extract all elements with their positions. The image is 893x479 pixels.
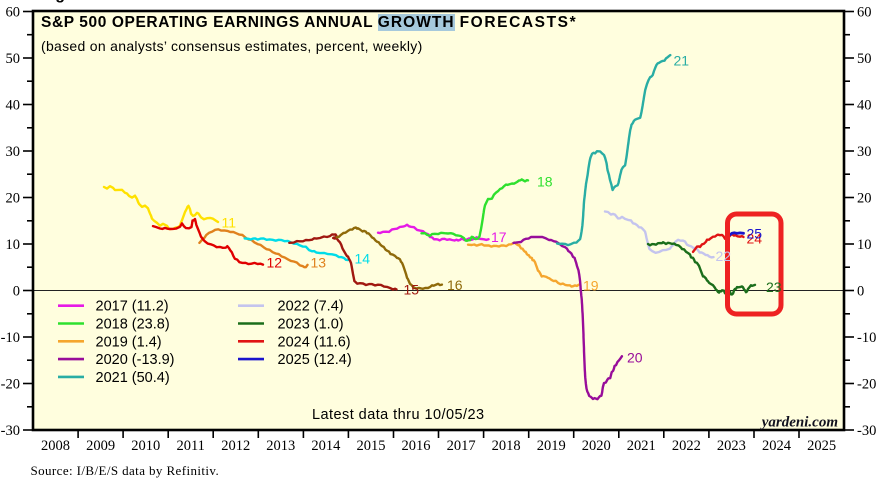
svg-text:2018: 2018 xyxy=(492,438,521,454)
svg-text:2018 (23.8): 2018 (23.8) xyxy=(96,317,170,333)
svg-text:12: 12 xyxy=(267,255,283,271)
svg-text:18: 18 xyxy=(537,174,553,190)
svg-text:2025: 2025 xyxy=(807,438,836,454)
svg-text:10: 10 xyxy=(6,237,21,253)
svg-text:0: 0 xyxy=(13,284,20,300)
svg-text:2023 (1.0): 2023 (1.0) xyxy=(278,317,344,333)
svg-text:2019 (1.4): 2019 (1.4) xyxy=(96,334,162,350)
svg-text:40: 40 xyxy=(6,98,21,114)
svg-text:2010: 2010 xyxy=(131,438,160,454)
svg-text:60: 60 xyxy=(6,5,21,21)
svg-text:20: 20 xyxy=(6,191,21,207)
svg-text:yardeni.com: yardeni.com xyxy=(760,415,838,431)
svg-text:-10: -10 xyxy=(1,330,20,346)
svg-text:Source: I/B/E/S data by Refini: Source: I/B/E/S data by Refinitiv. xyxy=(31,463,220,478)
svg-text:-20: -20 xyxy=(1,377,20,393)
svg-text:Latest data thru 10/05/23: Latest data thru 10/05/23 xyxy=(312,407,485,423)
svg-text:2021: 2021 xyxy=(627,438,656,454)
svg-text:2016: 2016 xyxy=(402,438,431,454)
svg-text:30: 30 xyxy=(6,144,21,160)
svg-text:2017 (11.2): 2017 (11.2) xyxy=(96,299,169,315)
svg-text:20: 20 xyxy=(627,350,643,366)
svg-text:2009: 2009 xyxy=(86,438,115,454)
svg-text:2020 (-13.9): 2020 (-13.9) xyxy=(96,352,175,368)
svg-text:50: 50 xyxy=(6,51,21,67)
svg-text:2011: 2011 xyxy=(176,438,204,454)
svg-text:40: 40 xyxy=(857,98,872,114)
svg-text:-30: -30 xyxy=(1,423,20,439)
svg-text:22: 22 xyxy=(716,248,732,264)
svg-text:11: 11 xyxy=(222,215,237,231)
svg-text:13: 13 xyxy=(311,255,327,271)
svg-text:2014: 2014 xyxy=(311,438,341,454)
svg-text:2013: 2013 xyxy=(266,438,295,454)
svg-text:2008: 2008 xyxy=(41,438,70,454)
svg-text:20: 20 xyxy=(857,191,872,207)
svg-text:0: 0 xyxy=(857,284,864,300)
svg-text:2024: 2024 xyxy=(762,438,792,454)
svg-text:2021 (50.4): 2021 (50.4) xyxy=(96,370,170,386)
svg-text:2019: 2019 xyxy=(537,438,566,454)
svg-text:15: 15 xyxy=(404,282,420,298)
svg-text:19: 19 xyxy=(583,278,599,294)
svg-text:24: 24 xyxy=(747,231,763,247)
svg-text:2022: 2022 xyxy=(672,438,701,454)
svg-text:2020: 2020 xyxy=(582,438,611,454)
svg-text:2017: 2017 xyxy=(447,438,476,454)
svg-text:2025 (12.4): 2025 (12.4) xyxy=(278,352,352,368)
svg-text:10: 10 xyxy=(857,237,872,253)
svg-text:16: 16 xyxy=(447,277,463,293)
svg-text:-30: -30 xyxy=(857,423,876,439)
svg-text:-20: -20 xyxy=(857,377,876,393)
svg-text:2012: 2012 xyxy=(221,438,250,454)
svg-text:30: 30 xyxy=(857,144,872,160)
svg-text:2023: 2023 xyxy=(717,438,746,454)
svg-text:2015: 2015 xyxy=(357,438,386,454)
svg-text:60: 60 xyxy=(857,5,872,21)
svg-text:-10: -10 xyxy=(857,330,876,346)
svg-text:2022 (7.4): 2022 (7.4) xyxy=(278,299,344,315)
svg-text:25: 25 xyxy=(747,226,763,242)
svg-text:14: 14 xyxy=(355,251,371,267)
svg-text:21: 21 xyxy=(674,53,690,69)
svg-text:17: 17 xyxy=(491,229,507,245)
svg-text:23: 23 xyxy=(766,279,782,295)
svg-text:2024 (11.6): 2024 (11.6) xyxy=(278,334,351,350)
svg-text:50: 50 xyxy=(857,51,872,67)
